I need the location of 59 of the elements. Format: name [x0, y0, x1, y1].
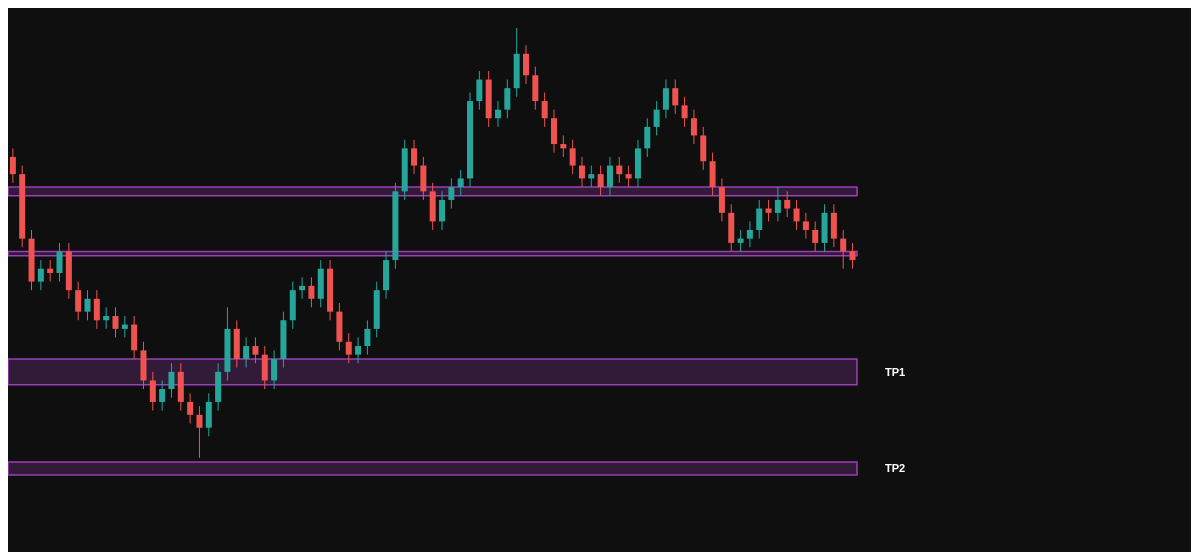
- candlestick: [541, 91, 548, 128]
- candlestick: [9, 147, 16, 184]
- candlestick: [644, 117, 651, 158]
- candlestick: [84, 289, 91, 321]
- candlestick: [812, 220, 819, 252]
- candlestick: [495, 100, 502, 128]
- candlestick: [252, 336, 259, 364]
- candlestick: [476, 70, 483, 111]
- candlestick: [112, 306, 119, 338]
- candlestick: [560, 134, 567, 158]
- candlestick: [578, 156, 585, 188]
- candlestick: [672, 79, 679, 115]
- candlestick: [746, 220, 753, 248]
- candlestick: [569, 139, 576, 175]
- candlestick: [355, 336, 362, 364]
- candlestick: [243, 336, 250, 369]
- candlestick: [159, 379, 166, 412]
- candlestick: [47, 259, 54, 283]
- candlestick: [840, 229, 847, 270]
- candlestick: [448, 177, 455, 210]
- candlestick: [56, 242, 63, 283]
- candlestick: [756, 199, 763, 240]
- candlestick: [662, 79, 669, 119]
- candlestick: [364, 319, 371, 356]
- candlestick: [737, 229, 744, 252]
- candlestick: [784, 190, 791, 218]
- candlestick: [299, 276, 306, 300]
- candlestick: [597, 165, 604, 197]
- candlestick: [523, 44, 529, 85]
- candlestick: [849, 242, 856, 270]
- candlestick: [588, 165, 595, 188]
- candlestick: [690, 109, 697, 145]
- candlestick: [802, 212, 809, 240]
- band-label: TP1: [885, 365, 906, 378]
- candlestick: [774, 186, 781, 222]
- candlestick: [271, 349, 278, 390]
- candlestick: [606, 156, 613, 197]
- candlestick: [75, 281, 82, 321]
- candlestick: [149, 371, 156, 412]
- candlestick: [457, 169, 464, 197]
- candlestick: [196, 405, 203, 459]
- candlestick: [765, 199, 772, 222]
- candlestick: [625, 165, 632, 188]
- candlestick: [187, 392, 194, 424]
- candlestick: [93, 289, 100, 330]
- candlestick: [793, 199, 800, 231]
- candlestick: [103, 306, 110, 330]
- candlestick: [653, 100, 660, 136]
- candlestick: [121, 315, 128, 338]
- candlestick: [308, 276, 315, 308]
- candlestick: [504, 79, 511, 119]
- candlestick: [616, 156, 623, 184]
- candlestick: [168, 362, 175, 399]
- band-label: TP2: [885, 462, 906, 475]
- candlestick: [37, 259, 44, 291]
- candlestick: [411, 139, 418, 175]
- candlestick: [345, 332, 352, 364]
- candlestick: [439, 190, 446, 231]
- candlestick: [681, 96, 688, 128]
